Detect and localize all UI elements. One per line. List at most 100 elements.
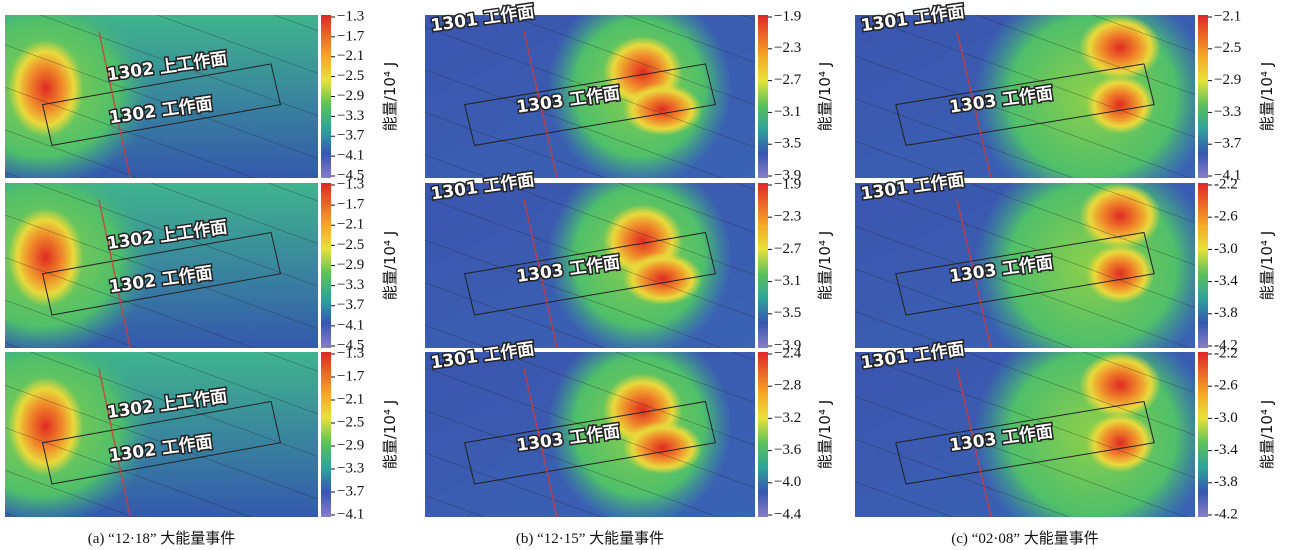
colorbar-tick-label: −4.4 (774, 506, 802, 522)
heatmap (425, 352, 755, 517)
colorbar (758, 183, 768, 348)
colorbar-tick-label: −2.4 (774, 345, 802, 361)
colorbar-tick-label: −4.5 (337, 337, 364, 353)
colorbar-tick-label: −1.3 (337, 8, 364, 24)
colorbar-tick-label: −3.3 (337, 277, 364, 293)
contour-lines (425, 352, 755, 517)
colorbar-tick-label: −2.1 (337, 217, 364, 233)
colorbar-tick-label: −3.3 (1214, 104, 1241, 120)
colorbar (321, 15, 331, 178)
colorbar-tick-label: −2.9 (337, 437, 364, 453)
working-face (463, 231, 717, 316)
colorbar-tick-label: −3.9 (774, 167, 801, 183)
heatmap (425, 183, 755, 348)
colorbar-tick-label: −1.9 (774, 8, 801, 24)
fault (523, 31, 558, 178)
colorbar-tick-label: −4.0 (774, 474, 801, 490)
heatmap (5, 183, 318, 348)
colorbar-tick-label: −4.5 (337, 167, 364, 183)
colorbar-tick-label: −3.3 (337, 460, 364, 476)
colorbar-tick-label: -2.2 (1214, 345, 1238, 361)
colorbar-title: 能量/10⁴ J (1258, 231, 1276, 300)
fault (956, 31, 992, 178)
colorbar-tick-label: −3.5 (774, 136, 801, 152)
contour-lines (5, 183, 318, 348)
colorbar-tick-label: −3.3 (337, 108, 364, 124)
caption: (c) “02·08” 大能量事件 (951, 530, 1098, 547)
working-face (463, 63, 717, 146)
contour-lines (855, 352, 1195, 517)
colorbar-tick-label: −1.7 (337, 368, 365, 384)
working-face (895, 400, 1155, 485)
heatmap (5, 15, 318, 178)
colorbar-tick-label: −2.5 (337, 414, 364, 430)
working-face (41, 231, 282, 316)
caption: (b) “12·15” 大能量事件 (516, 530, 664, 547)
colorbar (758, 352, 768, 517)
colorbar-tick-label: −2.1 (337, 48, 364, 64)
colorbar-tick-label: −1.7 (337, 197, 365, 213)
colorbar-tick-label: −2.1 (1214, 8, 1241, 24)
colorbar-tick-label: -2.2 (1214, 176, 1238, 192)
colorbar-title: 能量/10⁴ J (381, 231, 399, 300)
colorbar-title: 能量/10⁴ J (816, 62, 834, 131)
colorbar-tick-label: −3.7 (337, 297, 365, 313)
colorbar-tick-label: −2.3 (774, 40, 801, 56)
colorbar-tick-label: −3.7 (337, 483, 365, 499)
colorbar-tick-label: -3.8 (1214, 474, 1238, 490)
colorbar-tick-label: −3.6 (774, 442, 802, 458)
fault (523, 368, 558, 517)
colorbar-tick-label: −1.7 (337, 28, 365, 44)
fault (956, 199, 992, 348)
colorbar-tick-label: −3.7 (1214, 136, 1242, 152)
colorbar-tick-label: -4.2 (1214, 337, 1238, 353)
fault (956, 368, 992, 517)
colorbar-tick-label: −3.1 (774, 273, 801, 289)
colorbar (321, 183, 331, 348)
colorbar (1198, 352, 1208, 517)
colorbar-tick-label: −2.7 (774, 241, 802, 257)
heatmap (425, 15, 755, 178)
colorbar-tick-label: −3.9 (774, 337, 801, 353)
colorbar-tick-label: -3.0 (1214, 410, 1238, 426)
contour-lines (5, 15, 318, 178)
colorbar-tick-label: −2.7 (774, 72, 802, 88)
colorbar-tick-label: −2.9 (337, 257, 364, 273)
colorbar-title: 能量/10⁴ J (816, 231, 834, 300)
fault (98, 31, 131, 178)
heatmap (855, 15, 1195, 178)
colorbar-tick-label: -3.8 (1214, 305, 1238, 321)
colorbar-title: 能量/10⁴ J (816, 400, 834, 469)
colorbar-tick-label: −1.3 (337, 345, 364, 361)
colorbar-tick-label: -3.0 (1214, 241, 1238, 257)
working-face (895, 63, 1155, 146)
fault (523, 199, 558, 348)
colorbar-tick-label: -4.2 (1214, 506, 1238, 522)
contour-lines (425, 183, 755, 348)
contour-lines (425, 15, 755, 178)
colorbar-tick-label: −4.1 (337, 317, 364, 333)
colorbar-tick-label: −2.9 (1214, 72, 1241, 88)
colorbar-tick-label: −1.9 (774, 176, 801, 192)
fault (98, 199, 131, 348)
colorbar-tick-label: −2.9 (337, 88, 364, 104)
colorbar-tick-label: −2.5 (1214, 40, 1241, 56)
colorbar (1198, 183, 1208, 348)
colorbar-tick-label: -3.4 (1214, 442, 1238, 458)
colorbar (758, 15, 768, 178)
heatmap (5, 352, 318, 517)
working-face (463, 400, 717, 485)
colorbar-tick-label: −2.3 (774, 209, 801, 225)
colorbar-title: 能量/10⁴ J (381, 62, 399, 131)
working-face (41, 63, 282, 146)
colorbar-tick-label: -2.6 (1214, 378, 1238, 394)
